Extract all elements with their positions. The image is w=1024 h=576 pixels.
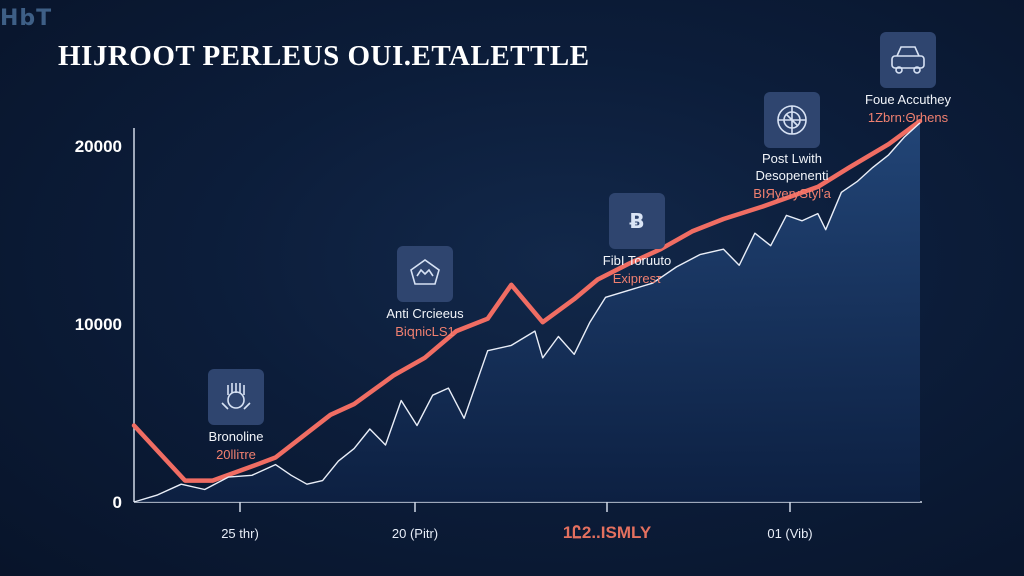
annotation-label: Bronoline <box>209 429 264 444</box>
annotation-callout: Post Lwith Desopenenti BΙЯyeryStyl'a <box>753 92 832 201</box>
series-line-primary <box>131 118 923 483</box>
annotation-callout: Anti Crcieeus BiզnicLS1 <box>386 246 464 339</box>
y-tick-label: 20000 <box>75 137 122 156</box>
hands-gear-icon <box>221 383 251 410</box>
annotation-sublabel: 20lliτre <box>216 447 256 462</box>
annotation-icon-box <box>880 32 936 88</box>
annotation-sublabel: Exipresτ <box>613 271 662 286</box>
annotation-icon-box <box>208 369 264 425</box>
annotation-callout: Ƀ FibI Toruuto Exipresτ <box>603 193 671 286</box>
series-area-fill <box>134 122 920 503</box>
y-tick-label: 0 <box>113 493 122 512</box>
chart-title: HIJROOT PERLEUS OUI.ETALETTLE <box>58 40 590 72</box>
annotation-label: Anti Crcieeus <box>386 306 464 321</box>
x-tick-label: 01 (Vib) <box>767 526 812 541</box>
car-icon <box>891 46 925 74</box>
annotation-sublabel: BiզnicLS1 <box>395 324 455 339</box>
y-tick-label: 10000 <box>75 315 122 334</box>
x-tick-label: 1Ꮭ2..ISMLY <box>563 523 652 542</box>
annotation-label: Foue Accuthey <box>865 92 951 107</box>
annotation-callout: Foue Accuthey 1Zbrn:Θrhens <box>865 32 951 125</box>
svg-text:Ƀ: Ƀ <box>629 209 644 233</box>
shield-crown-icon <box>410 259 440 285</box>
annotation-sublabel: BΙЯyeryStyl'a <box>753 186 831 201</box>
annotation-sublabel: 1Zbrn:Θrhens <box>868 110 949 125</box>
series-line-secondary <box>133 122 921 503</box>
bitcoin-icon: Ƀ <box>629 209 644 233</box>
brand-logo: HbT <box>0 6 53 31</box>
annotation-label: Desopenenti <box>756 168 829 183</box>
x-tick-label: 20 (Pitr) <box>392 526 438 541</box>
annotation-icon-box <box>609 193 665 249</box>
annotation-label: FibI Toruuto <box>603 253 671 268</box>
globe-circuit-icon <box>777 105 807 135</box>
annotation-callout: Bronoline 20lliτre <box>208 369 264 462</box>
annotation-label: Post Lwith <box>762 151 822 166</box>
x-tick-label: 25 thr) <box>221 526 259 541</box>
